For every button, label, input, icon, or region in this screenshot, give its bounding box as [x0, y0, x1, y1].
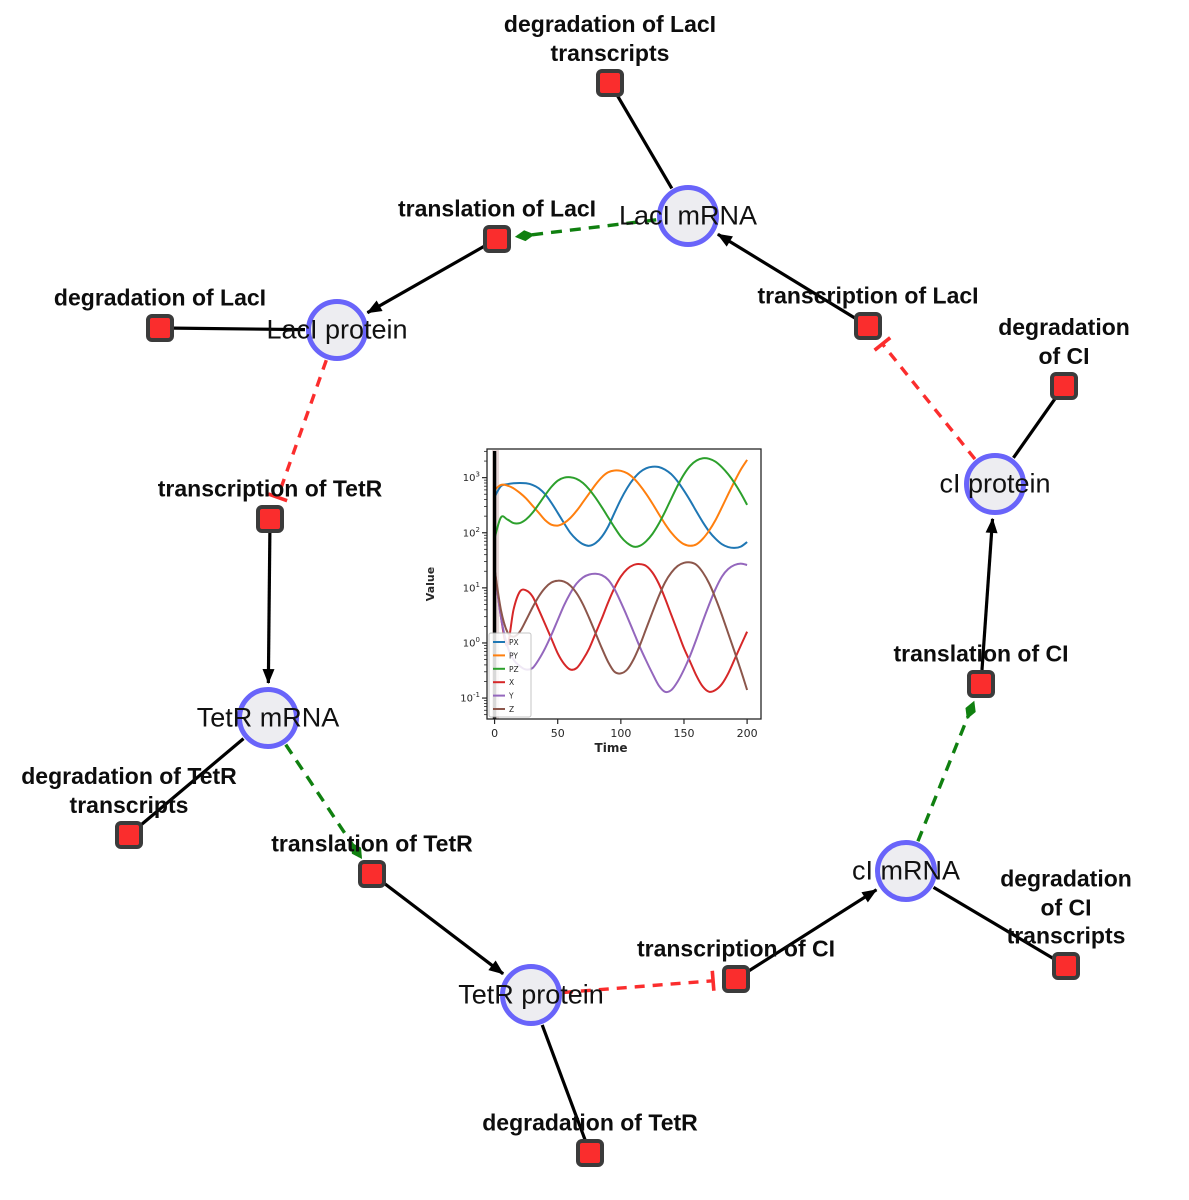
reaction-node-transcription_laci[interactable]: [854, 312, 882, 340]
edge-inhibition-laci_protein-transcription_tetr[interactable]: [267, 359, 328, 503]
edge-consumption-tetr_protein-deg_tetr[interactable]: [540, 1024, 587, 1141]
reaction-node-deg_laci[interactable]: [146, 314, 174, 342]
edge-catalysis-laci_mrna-translation_laci[interactable]: [514, 218, 657, 242]
edge-production-transcription_laci-laci_mrna[interactable]: [717, 232, 857, 321]
species-node-ci_protein[interactable]: [964, 453, 1026, 515]
reaction-node-deg_ci[interactable]: [1050, 372, 1078, 400]
reaction-node-translation_ci[interactable]: [967, 670, 995, 698]
legend-entry-PZ: PZ: [509, 665, 519, 674]
legend-entry-PY: PY: [509, 651, 518, 660]
species-node-laci_mrna[interactable]: [657, 185, 719, 247]
edge-catalysis-tetr_mrna-translation_tetr[interactable]: [284, 743, 363, 860]
y-tick-label: 10-1: [460, 691, 480, 705]
y-tick-label: 103: [463, 471, 480, 485]
reaction-node-transcription_tetr[interactable]: [256, 505, 284, 533]
y-tick-label: 101: [463, 581, 480, 595]
reaction-node-translation_tetr[interactable]: [358, 860, 386, 888]
edges-group: [138, 94, 1058, 1141]
chart-legend: PX PY PZ XYZ: [488, 632, 532, 718]
y-tick-label: 102: [463, 526, 480, 540]
legend-entry-PX: PX: [509, 638, 519, 647]
x-tick-label: 50: [551, 727, 565, 740]
legend-entry-Y: Y: [508, 692, 514, 701]
reaction-node-transcription_ci[interactable]: [722, 965, 750, 993]
x-tick-label: 200: [737, 727, 758, 740]
edge-consumption-tetr_mrna-deg_tetr_tx[interactable]: [138, 737, 245, 828]
series-line-X: [493, 563, 749, 693]
edge-production-translation_laci-laci_protein[interactable]: [366, 244, 486, 315]
edge-production-translation_tetr-tetr_protein[interactable]: [382, 881, 505, 976]
legend-entry-X: X: [509, 678, 514, 687]
x-tick-label: 0: [491, 727, 498, 740]
species-node-laci_protein[interactable]: [306, 299, 368, 361]
series-line-Z: [493, 561, 749, 691]
edge-catalysis-ci_mrna-translation_ci[interactable]: [916, 700, 976, 842]
y-tick-label: 100: [463, 636, 480, 650]
reaction-node-deg_tetr_tx[interactable]: [115, 821, 143, 849]
species-node-tetr_mrna[interactable]: [237, 687, 299, 749]
species-node-tetr_protein[interactable]: [500, 964, 562, 1026]
reaction-node-deg_tetr[interactable]: [576, 1139, 604, 1167]
edge-production-translation_ci-ci_protein[interactable]: [980, 517, 998, 671]
x-tick-label: 150: [673, 727, 694, 740]
series-line-PY: [493, 459, 748, 547]
series-line-Y: [493, 562, 748, 694]
legend-entry-Z: Z: [509, 705, 514, 714]
edge-production-transcription_ci-ci_mrna[interactable]: [746, 888, 878, 973]
x-tick-label: 100: [610, 727, 631, 740]
edge-consumption-laci_mrna-deg_laci_tx[interactable]: [615, 94, 674, 190]
y-axis-label: Value: [424, 567, 437, 601]
edge-inhibition-ci_protein-transcription_laci[interactable]: [873, 336, 977, 461]
species-node-ci_mrna[interactable]: [875, 840, 937, 902]
series-line-PZ: [493, 457, 748, 548]
edge-production-transcription_tetr-tetr_mrna[interactable]: [262, 532, 275, 685]
edge-consumption-ci_mrna-deg_ci_tx[interactable]: [932, 885, 1055, 961]
reaction-node-deg_ci_tx[interactable]: [1052, 952, 1080, 980]
edge-inhibition-tetr_protein-transcription_ci[interactable]: [562, 970, 716, 995]
reaction-node-deg_laci_tx[interactable]: [596, 69, 624, 97]
reaction-node-translation_laci[interactable]: [483, 225, 511, 253]
x-axis-label: Time: [595, 741, 628, 755]
series-line-PX: [493, 465, 748, 549]
edge-consumption-laci_protein-deg_laci[interactable]: [173, 326, 306, 332]
edge-consumption-ci_protein-deg_ci[interactable]: [1012, 396, 1058, 459]
